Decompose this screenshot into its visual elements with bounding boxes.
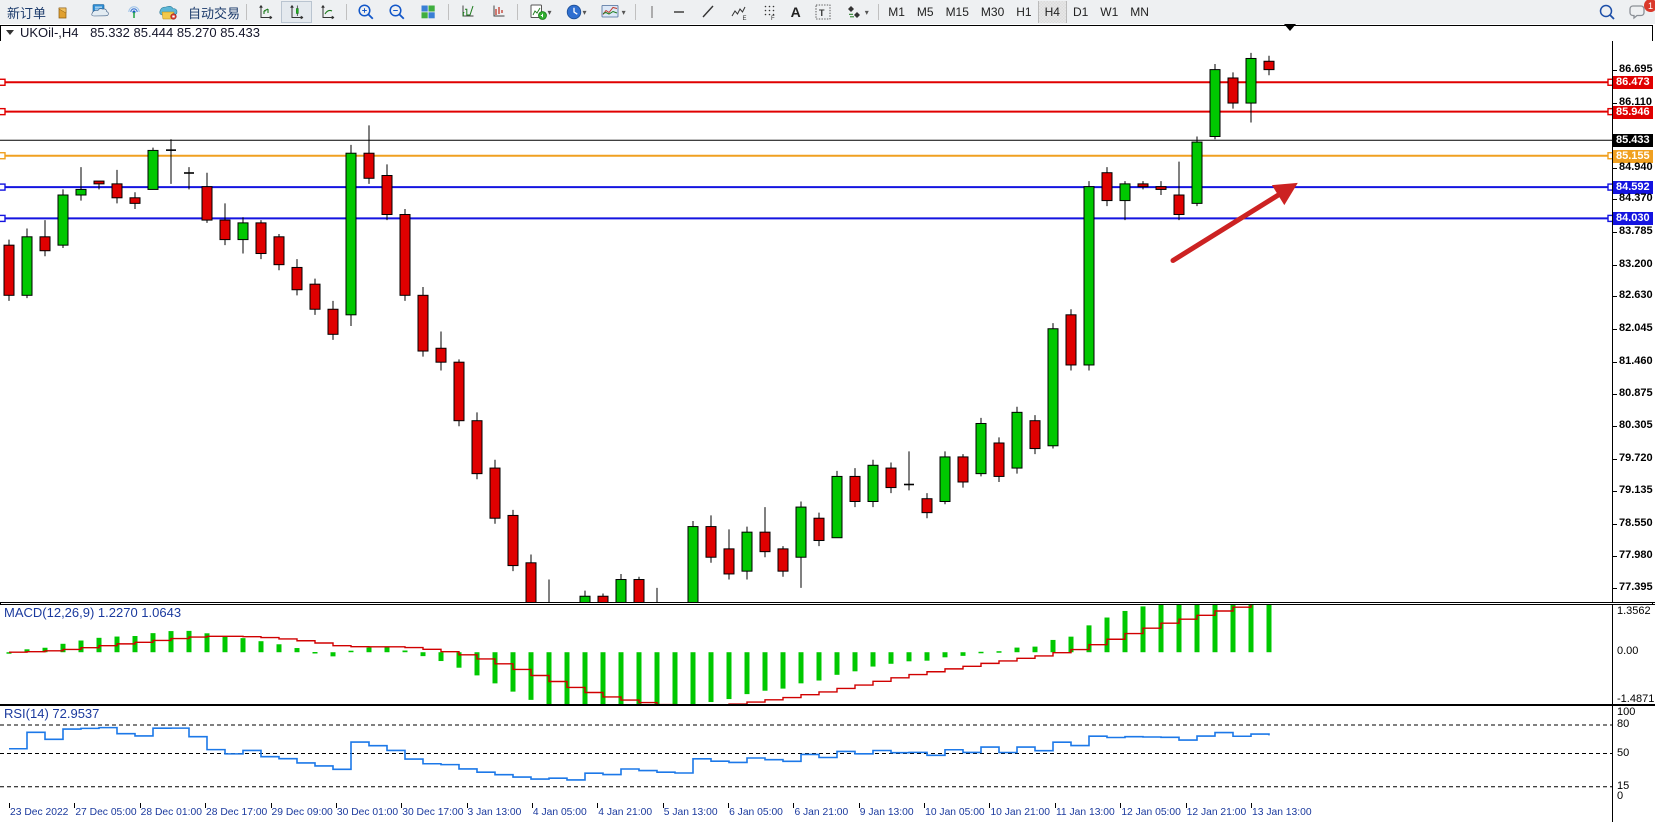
svg-text:T: T xyxy=(819,8,825,18)
svg-text:F: F xyxy=(771,16,775,21)
svg-text:E: E xyxy=(742,16,746,21)
svg-text:RSI(14) 72.9537: RSI(14) 72.9537 xyxy=(4,706,99,721)
svg-text:MACD(12,26,9) 1.2270 1.0643: MACD(12,26,9) 1.2270 1.0643 xyxy=(4,605,181,620)
